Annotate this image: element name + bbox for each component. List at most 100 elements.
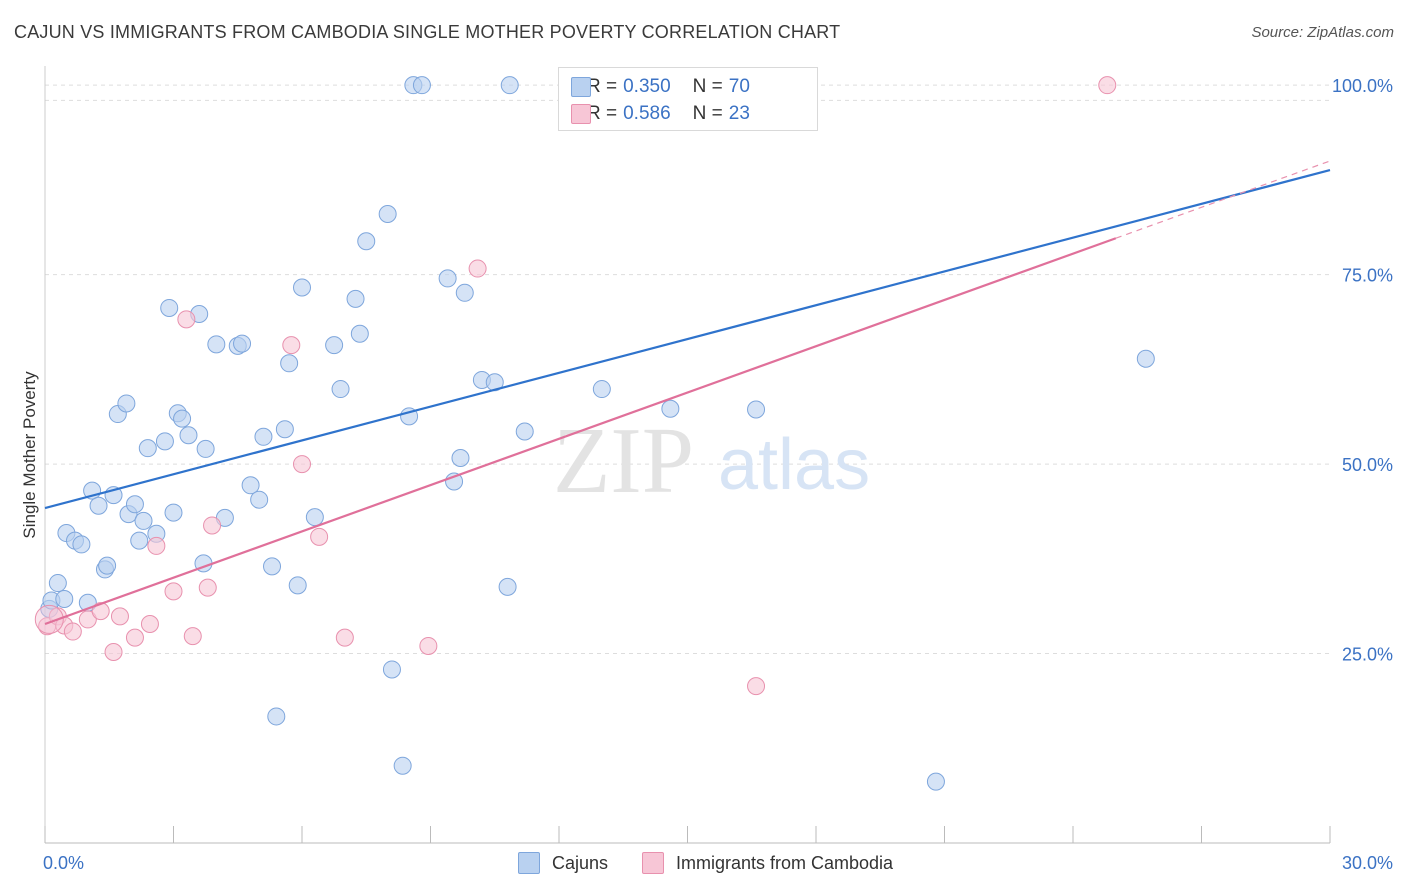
legend-n-label: N = [692,76,723,97]
cambodia-trend-extension [1115,160,1331,239]
cajun-point [263,557,282,576]
cajun-point [350,324,369,343]
cajun-point [164,503,183,522]
cambodia-point [164,582,183,601]
y-tick-label: 100.0% [1332,76,1393,96]
y-tick-label: 25.0% [1342,645,1393,665]
cambodia-point [183,627,202,646]
cajun-point [451,449,470,468]
cajun-point [926,772,945,791]
cambodia-point [63,622,82,641]
correlation-legend: R = 0.350 N = 70 R = 0.586 N = 23 [558,67,818,131]
legend-swatch-pink [571,104,591,124]
cambodia-point [147,536,166,555]
cambodia-point [282,336,301,355]
legend-n-value: 70 [728,76,750,97]
cambodia-point [91,602,110,621]
cajun-point [173,409,192,428]
cajun-point [346,289,365,308]
cambodia-point [78,610,97,629]
cambodia-point [293,455,311,474]
cajun-point [288,576,307,595]
cajun-point [280,354,299,373]
cajun-point [89,496,108,515]
cajun-point [438,269,457,288]
cajun-point [378,204,397,223]
cajun-point [117,394,136,413]
cambodia-point [310,527,329,546]
cajun-point [267,707,286,726]
cajun-point [515,422,534,441]
cajun-point [196,439,215,458]
legend-r-value: 0.350 [623,76,671,97]
legend-n-value: 23 [728,103,750,124]
cajun-point [138,439,157,458]
cajun-point [357,232,376,251]
cajun-point [275,420,294,439]
cajun-trend-line [44,168,1331,510]
cajun-point [241,476,260,495]
cajun-point [500,76,519,95]
cajun-point [498,577,517,596]
cajun-point [747,400,766,419]
y-axis-label: Single Mother Poverty [20,371,39,539]
cajun-point [72,535,91,554]
legend-row-cajuns: R = 0.350 N = 70 [571,74,750,100]
cambodia-trend-line [44,237,1117,626]
trend-lines [44,160,1331,626]
cajun-point [305,508,324,527]
cambodia-point [747,677,766,696]
cajun-point [661,399,680,418]
cambodia-point [140,614,159,633]
x-tick-label: 30.0% [1342,853,1393,873]
cambodia-point [125,628,144,647]
bottom-legend-label: Immigrants from Cambodia [676,852,894,873]
cajun-point [207,335,226,354]
cluster-point [34,604,64,634]
cajun-point [130,531,149,550]
cambodia-point [419,636,438,655]
bottom-legend-label: Cajuns [552,852,609,873]
cambodia-point [177,310,196,329]
cambodia-point [198,578,217,597]
cajun-point [250,490,269,509]
cajun-point [155,432,174,451]
cajun-point [134,511,153,530]
cambodia-point [468,259,487,278]
cajun-point [98,556,117,575]
cajun-point [382,660,401,679]
watermark-atlas: atlas [718,425,870,505]
cambodia-point [335,628,354,647]
cajun-point [293,278,311,297]
y-tick-label: 50.0% [1342,455,1393,475]
cajun-point [325,336,344,355]
axes: 25.0% 50.0% 75.0% 100.0% 0.0% 30.0% [43,66,1393,873]
legend-row-cambodia: R = 0.586 N = 23 [571,101,750,127]
cajun-point [331,380,350,399]
y-tick-label: 75.0% [1342,266,1393,286]
cajun-point [55,589,74,608]
cajun-point [160,298,179,317]
legend-r-label: R = [587,76,618,97]
legend-swatch-blue [571,77,591,97]
legend-r-value: 0.586 [623,103,671,124]
bottom-legend-cambodia: Immigrants from Cambodia [642,852,893,874]
cajun-point [393,756,412,775]
cajun-point [592,380,611,399]
cajun-point [125,495,144,514]
bottom-legend-swatch-blue [518,852,540,874]
chart-title: CAJUN VS IMMIGRANTS FROM CAMBODIA SINGLE… [14,22,841,42]
cambodia-point [104,643,123,662]
cajun-point [179,426,198,445]
legend-n-label: N = [692,103,723,124]
cambodia-point [203,516,222,535]
cajun-point [412,76,431,95]
bottom-legend-swatch-pink [642,852,664,874]
cajun-point [455,283,474,302]
cambodia-point [110,607,129,626]
bottom-legend-cajuns: Cajuns [518,852,608,874]
source-credit: Source: ZipAtlas.com [1251,24,1394,41]
cajun-point [1136,349,1155,368]
cajun-point [48,574,67,593]
